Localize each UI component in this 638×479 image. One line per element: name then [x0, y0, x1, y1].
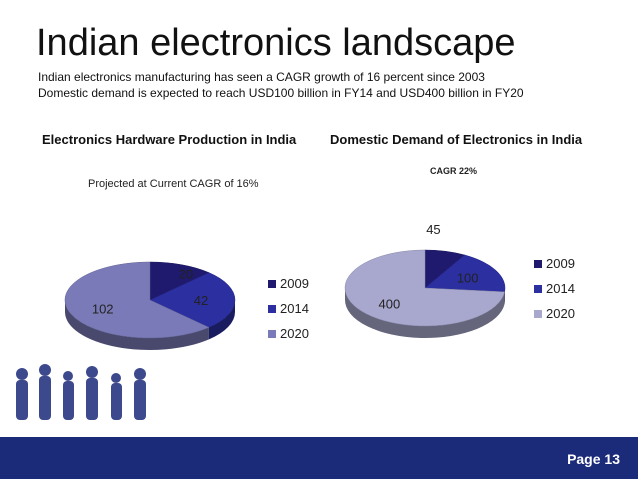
chart2-legend-label-2014: 2014 — [546, 281, 575, 296]
chart2-legend-label-2009: 2009 — [546, 256, 575, 271]
chart2-note: CAGR 22% — [430, 166, 478, 176]
chart1-slice-2009 — [149, 261, 210, 301]
chart2-title: Domestic Demand of Electronics in India — [330, 132, 583, 147]
subtitle-line-1: Indian electronics manufacturing has see… — [38, 70, 485, 84]
chart2-slice-2020 — [344, 249, 505, 327]
people-silhouettes-icon — [16, 364, 146, 420]
chart2-legend-swatch-2020 — [534, 310, 542, 318]
chart2-legend-swatch-2014 — [534, 285, 542, 293]
footer-bar: Page 13 — [0, 437, 638, 479]
chart2-slice-2014 — [424, 254, 506, 293]
slide-title: Indian electronics landscape — [36, 22, 516, 64]
chart1-title: Electronics Hardware Production in India — [42, 132, 297, 147]
chart1-slice-2020 — [64, 261, 210, 339]
chart1-legend-swatch-2020 — [268, 330, 276, 338]
chart1-legend-label-2014: 2014 — [280, 301, 309, 316]
chart1-slice-2014 — [149, 272, 236, 328]
chart1-legend-label-2009: 2009 — [280, 276, 309, 291]
chart1-legend-swatch-2014 — [268, 305, 276, 313]
chart2-data-label-2014: 100 — [457, 271, 479, 286]
chart1-slice-side-2014 — [208, 300, 235, 340]
chart2-slice-side-2020 — [345, 288, 505, 339]
chart1-data-label-2009: 20 — [179, 267, 193, 282]
page-number: Page 13 — [567, 451, 620, 467]
chart2-data-label-2020: 400 — [379, 296, 401, 311]
chart1-data-label-2014: 42 — [194, 293, 208, 308]
chart2-legend-swatch-2009 — [534, 260, 542, 268]
chart2-legend-label-2020: 2020 — [546, 306, 575, 321]
chart1-legend-swatch-2009 — [268, 280, 276, 288]
chart1-data-label-2020: 102 — [92, 302, 114, 317]
subtitle-line-2: Domestic demand is expected to reach USD… — [38, 86, 524, 100]
chart2-data-label-2009: 45 — [426, 222, 440, 237]
chart1-slice-side-2020 — [65, 300, 209, 350]
chart1-legend-label-2020: 2020 — [280, 326, 309, 341]
chart1-note: Projected at Current CAGR of 16% — [88, 178, 259, 190]
